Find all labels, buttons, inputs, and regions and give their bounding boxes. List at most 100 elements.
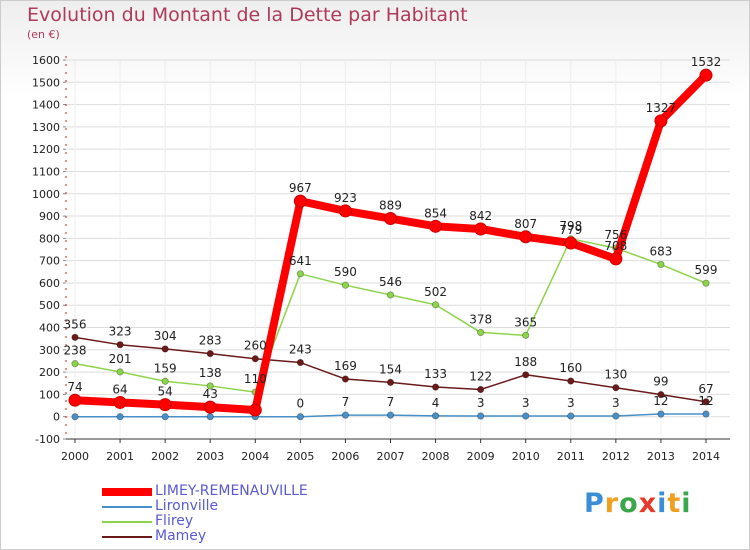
data-label: 243 <box>289 343 312 357</box>
data-label: 169 <box>334 359 357 373</box>
chart-subtitle: (en €) <box>27 28 60 41</box>
legend-label: Lironville <box>155 498 219 514</box>
data-point <box>116 368 124 376</box>
data-label: 756 <box>604 228 627 242</box>
data-point <box>567 412 575 420</box>
data-point <box>341 281 350 289</box>
data-label: 110 <box>244 372 267 386</box>
data-label: 188 <box>514 355 537 369</box>
data-label: 0 <box>297 397 305 411</box>
data-point <box>386 291 395 299</box>
y-tick-label: 1000 <box>32 188 60 201</box>
data-point <box>612 384 620 392</box>
data-point <box>386 378 395 386</box>
y-tick-label: 800 <box>39 232 60 245</box>
data-label: 64 <box>112 382 127 396</box>
data-point <box>429 219 443 233</box>
x-tick-label: 2010 <box>512 450 540 463</box>
data-point <box>474 222 488 236</box>
logo-letter: i <box>657 488 668 519</box>
data-label: 260 <box>244 339 267 353</box>
data-point <box>564 236 578 250</box>
data-label: 201 <box>109 352 132 366</box>
data-point <box>522 331 530 339</box>
y-tick-label: 1500 <box>32 76 60 89</box>
data-point <box>206 413 214 421</box>
data-point <box>161 413 169 421</box>
data-point <box>251 355 259 363</box>
data-label: 122 <box>469 370 492 384</box>
data-label: 160 <box>559 361 582 375</box>
legend-label: Mamey <box>155 528 207 544</box>
logo-letter: x <box>638 488 658 519</box>
data-point <box>71 413 79 421</box>
data-label: 43 <box>203 387 218 401</box>
y-tick-label: -100 <box>35 433 60 446</box>
x-tick-label: 2007 <box>377 450 405 463</box>
data-point <box>341 375 350 383</box>
data-label: 304 <box>154 329 177 343</box>
data-label: 238 <box>64 344 87 358</box>
data-point <box>654 114 668 128</box>
data-label: 7 <box>342 395 350 409</box>
data-label: 3 <box>477 396 485 410</box>
legend-swatch <box>102 506 152 508</box>
data-point <box>384 212 397 226</box>
data-point <box>116 341 124 349</box>
data-label: 356 <box>64 317 87 331</box>
data-label: 854 <box>424 206 447 220</box>
data-label: 378 <box>469 312 492 326</box>
data-label: 12 <box>698 394 713 408</box>
x-tick-label: 2006 <box>331 450 359 463</box>
data-label: 3 <box>612 396 620 410</box>
logo-letter: t <box>667 488 682 519</box>
y-tick-label: 300 <box>39 344 60 357</box>
data-label: 130 <box>604 368 627 382</box>
y-tick-label: 1400 <box>32 99 60 112</box>
data-label: 599 <box>695 263 718 277</box>
y-tick-label: 1300 <box>32 121 60 134</box>
data-label: 74 <box>67 380 82 394</box>
data-point <box>657 260 665 269</box>
data-point <box>296 358 304 367</box>
data-label: 923 <box>334 191 357 205</box>
data-point <box>477 412 485 420</box>
data-label: 502 <box>424 285 447 299</box>
data-point <box>386 411 395 419</box>
data-label: 365 <box>514 315 537 329</box>
data-point <box>431 301 440 309</box>
data-point <box>522 412 530 420</box>
data-point <box>699 68 713 82</box>
data-point <box>203 400 217 414</box>
legend-item: Lironville <box>102 499 422 514</box>
data-label: 779 <box>559 223 582 237</box>
legend-label: Flirey <box>155 513 194 529</box>
data-label: 3 <box>522 396 530 410</box>
legend-item: Flirey <box>102 514 422 529</box>
data-label: 798 <box>559 219 582 233</box>
data-label: 3 <box>567 396 575 410</box>
legend-swatch <box>102 536 152 538</box>
x-tick-label: 2001 <box>106 450 134 463</box>
data-point <box>68 393 82 407</box>
data-label: 99 <box>653 375 668 389</box>
data-point <box>71 360 79 368</box>
data-point <box>206 350 214 358</box>
x-tick-label: 2004 <box>241 450 269 463</box>
data-label: 641 <box>289 254 312 268</box>
x-tick-label: 2009 <box>467 450 495 463</box>
data-point <box>522 371 530 379</box>
legend-label: LIMEY-REMENAUVILLE <box>155 483 308 499</box>
x-tick-label: 2005 <box>286 450 314 463</box>
y-tick-label: 700 <box>39 255 60 268</box>
data-label: 154 <box>379 362 402 376</box>
x-tick-label: 2011 <box>557 450 585 463</box>
y-tick-label: 600 <box>39 277 60 290</box>
data-point <box>161 345 169 353</box>
data-label: 1327 <box>646 101 677 115</box>
data-point <box>341 411 350 419</box>
data-point <box>612 412 620 420</box>
y-tick-label: 200 <box>39 366 60 379</box>
data-point <box>338 204 352 218</box>
